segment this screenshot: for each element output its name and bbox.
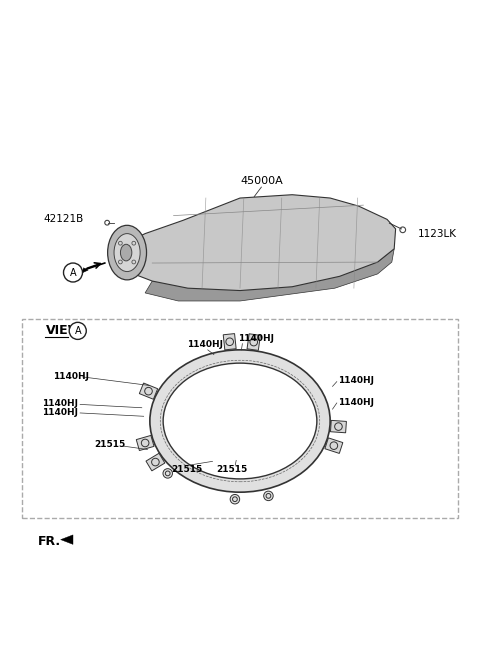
Polygon shape bbox=[136, 436, 154, 451]
Polygon shape bbox=[60, 535, 73, 545]
Text: 21515: 21515 bbox=[171, 464, 203, 474]
Text: FR.: FR. bbox=[38, 535, 61, 547]
Text: 1140HJ: 1140HJ bbox=[238, 334, 274, 343]
Polygon shape bbox=[145, 249, 394, 301]
Text: 45000A: 45000A bbox=[240, 176, 283, 186]
Ellipse shape bbox=[114, 234, 140, 271]
Text: 1140HJ: 1140HJ bbox=[338, 397, 374, 407]
Ellipse shape bbox=[150, 350, 330, 492]
Text: 42121B: 42121B bbox=[43, 214, 84, 225]
Text: 1140HJ: 1140HJ bbox=[53, 373, 89, 382]
Circle shape bbox=[69, 323, 86, 340]
Polygon shape bbox=[139, 383, 157, 399]
Ellipse shape bbox=[163, 363, 317, 479]
Circle shape bbox=[63, 263, 83, 282]
Polygon shape bbox=[223, 334, 236, 350]
Polygon shape bbox=[146, 453, 165, 471]
Polygon shape bbox=[117, 194, 396, 290]
Text: 1140HJ: 1140HJ bbox=[42, 408, 78, 417]
Text: A: A bbox=[70, 267, 76, 277]
FancyBboxPatch shape bbox=[22, 319, 458, 518]
Text: 1140HJ: 1140HJ bbox=[42, 399, 78, 408]
Ellipse shape bbox=[120, 244, 132, 261]
Text: 1140HJ: 1140HJ bbox=[187, 340, 223, 349]
Text: 1140HJ: 1140HJ bbox=[338, 376, 374, 385]
Text: 1123LK: 1123LK bbox=[418, 229, 457, 238]
Text: 21515: 21515 bbox=[216, 464, 248, 474]
Polygon shape bbox=[325, 438, 343, 453]
Circle shape bbox=[230, 495, 240, 504]
Circle shape bbox=[163, 468, 172, 478]
Text: VIEW: VIEW bbox=[46, 325, 82, 338]
Ellipse shape bbox=[108, 225, 146, 280]
Circle shape bbox=[264, 491, 273, 501]
FancyArrowPatch shape bbox=[87, 263, 100, 268]
Text: 21515: 21515 bbox=[94, 440, 125, 449]
Text: A: A bbox=[74, 326, 81, 336]
Polygon shape bbox=[83, 268, 88, 273]
Polygon shape bbox=[330, 420, 347, 433]
Polygon shape bbox=[247, 334, 261, 350]
